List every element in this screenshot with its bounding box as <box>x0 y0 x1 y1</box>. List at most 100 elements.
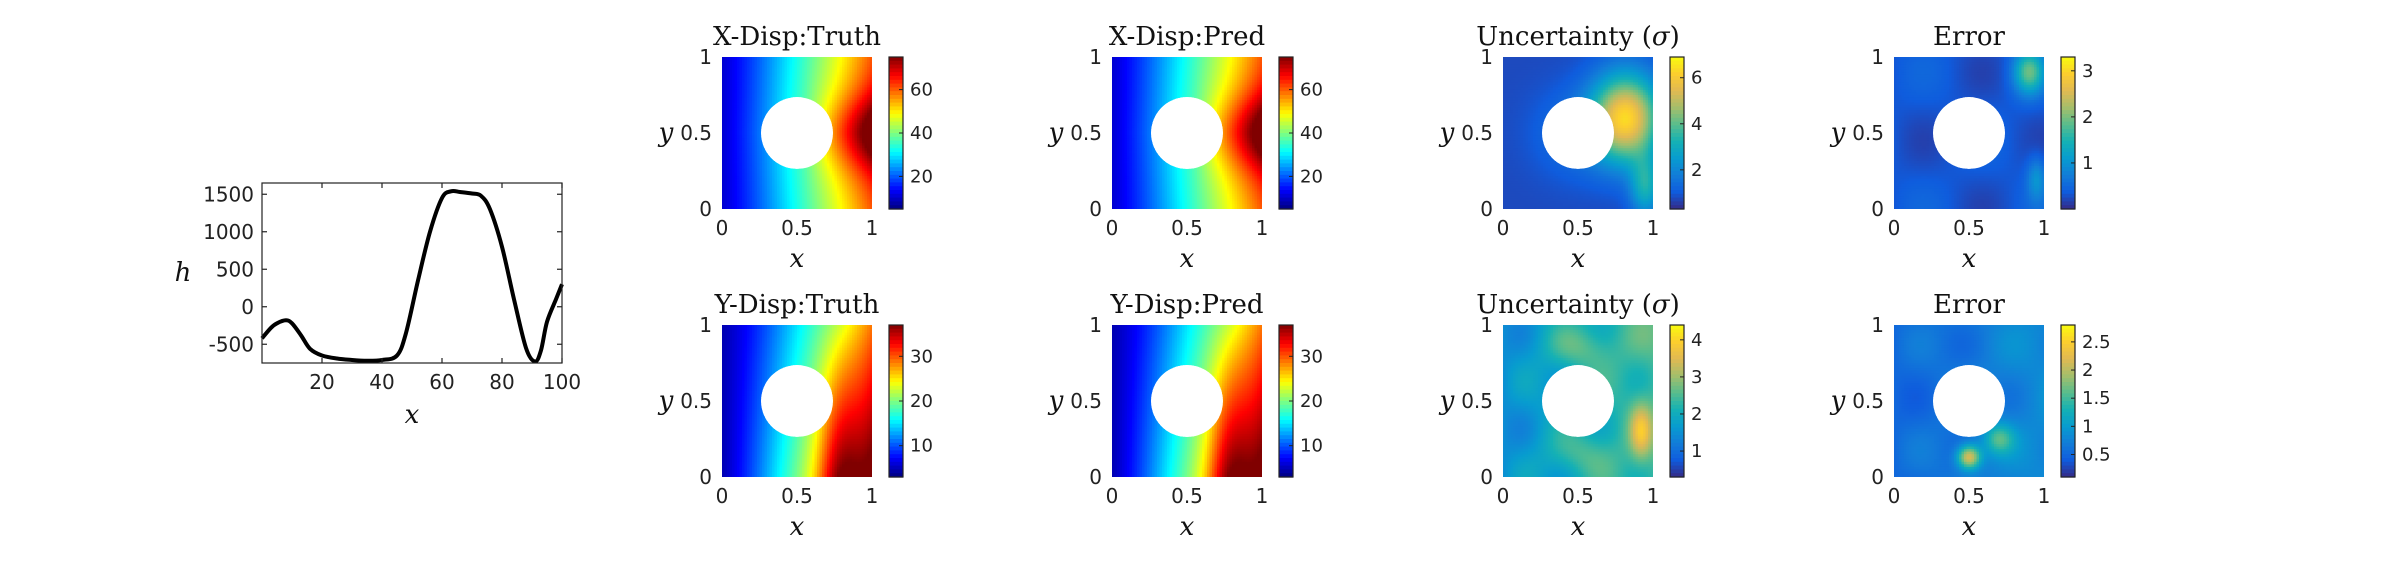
line-ytick-label: 0 <box>241 295 254 319</box>
line-xtick-label: 60 <box>429 370 454 394</box>
colorbar-tick-label: 40 <box>910 123 933 144</box>
heatmap-image <box>1894 57 2044 209</box>
colorbar-tick-label: 10 <box>910 436 933 457</box>
heatmap-title: Error <box>1933 22 2005 52</box>
heatmap-xtick-label: 0.5 <box>781 484 813 508</box>
line-ytick-label: 500 <box>216 257 254 281</box>
colorbar-tick-label: 60 <box>910 80 933 101</box>
heatmap-xtick-label: 1 <box>2038 216 2051 240</box>
heatmap-ylabel: y <box>1048 118 1064 148</box>
line-xtick-label: 40 <box>369 370 394 394</box>
colorbar-tick-label: 3 <box>2082 61 2093 82</box>
heatmap-ylabel: y <box>1439 386 1455 416</box>
colorbar-tick-label: 2 <box>1691 160 1702 181</box>
heatmap-title: Uncertainty (σ) <box>1476 22 1680 52</box>
heatmap-ytick-label: 0 <box>1089 197 1102 221</box>
heatmap-title: Error <box>1933 290 2005 320</box>
heatmap-xlabel: x <box>790 512 805 542</box>
heatmap-title: X-Disp:Pred <box>1109 22 1265 52</box>
line-xtick-label: 100 <box>543 370 581 394</box>
colorbar-tick-label: 2 <box>2082 107 2093 128</box>
heatmap-ytick-label: 1 <box>1871 45 1884 69</box>
colorbar-tick-label: 30 <box>910 346 933 367</box>
heatmap-ytick-label: 0.5 <box>1070 121 1102 145</box>
heatmap-xtick-label: 1 <box>866 484 879 508</box>
heatmap-xlabel: x <box>790 244 805 274</box>
heatmap-image <box>1503 325 1653 477</box>
heatmap-ytick-label: 0.5 <box>1852 389 1884 413</box>
line-ytick-label: -500 <box>209 332 254 356</box>
colorbar-tick-label: 2 <box>2082 360 2093 381</box>
heatmap-xtick-label: 0 <box>1497 216 1510 240</box>
heatmap-ytick-label: 0.5 <box>1852 121 1884 145</box>
heatmap-xtick-label: 0.5 <box>1171 484 1203 508</box>
heatmap-ytick-label: 1 <box>1480 313 1493 337</box>
line-ytick-label: 1500 <box>203 182 254 206</box>
colorbar-tick-label: 1.5 <box>2082 388 2111 409</box>
line-series-0 <box>260 188 564 364</box>
heatmap-xlabel: x <box>1571 244 1586 274</box>
colorbar-tick-label: 4 <box>1691 330 1702 351</box>
heatmap-ytick-label: 0.5 <box>1461 121 1493 145</box>
colorbar-tick-label: 1 <box>2082 416 2093 437</box>
heatmap-panel-4: 0 0.5 1 0 0.5 1 x y 1 2 3 <box>1830 45 2094 274</box>
heatmap-ytick-label: 1 <box>699 45 712 69</box>
colorbar-tick-label: 20 <box>1300 166 1323 187</box>
heatmap-ytick-label: 0 <box>1871 197 1884 221</box>
colorbar: 0.5 1 1.5 2 2.5 <box>2060 324 2111 478</box>
heatmap-xtick-label: 0.5 <box>1562 216 1594 240</box>
colorbar-tick-label: 20 <box>910 391 933 412</box>
heatmap-xtick-label: 0.5 <box>1562 484 1594 508</box>
heatmap-xtick-label: 0 <box>1497 484 1510 508</box>
colorbar: 1 2 3 4 <box>1669 324 1702 478</box>
line-xtick-label: 80 <box>489 370 514 394</box>
heatmap-xtick-label: 1 <box>1647 484 1660 508</box>
heatmap-xlabel: x <box>1962 244 1977 274</box>
heatmap-xtick-label: 0 <box>1106 484 1119 508</box>
heatmap-ytick-label: 1 <box>1480 45 1493 69</box>
heatmap-ylabel: y <box>1439 118 1455 148</box>
line-chart: 20 40 60 80 100 -500 0 500 1000 1500 x h <box>175 182 581 430</box>
heatmap-image <box>722 57 872 209</box>
heatmap-xtick-label: 0.5 <box>1953 484 1985 508</box>
heatmap-ytick-label: 0.5 <box>1461 389 1493 413</box>
heatmap-xtick-label: 0.5 <box>1171 216 1203 240</box>
heatmap-ytick-label: 1 <box>1089 45 1102 69</box>
heatmap-xtick-label: 0.5 <box>781 216 813 240</box>
line-chart-frame <box>261 182 563 364</box>
colorbar: 1 2 3 <box>2060 56 2093 210</box>
line-xtick-label: 20 <box>309 370 334 394</box>
colorbar-tick-label: 0.5 <box>2082 444 2111 465</box>
heatmap-xtick-label: 1 <box>1256 216 1269 240</box>
heatmap-ylabel: y <box>1048 386 1064 416</box>
heatmap-xlabel: x <box>1571 512 1586 542</box>
colorbar: 20 40 60 <box>888 56 933 210</box>
colorbar-tick-label: 10 <box>1300 436 1323 457</box>
line-ytick-label: 1000 <box>203 220 254 244</box>
heatmap-xlabel: x <box>1962 512 1977 542</box>
colorbar-tick-label: 2 <box>1691 404 1702 425</box>
heatmap-xtick-label: 0 <box>1888 216 1901 240</box>
heatmap-xtick-label: 1 <box>866 216 879 240</box>
heatmap-xtick-label: 0 <box>1106 216 1119 240</box>
heatmap-image <box>1503 57 1653 209</box>
heatmap-ylabel: y <box>658 386 674 416</box>
colorbar-tick-label: 20 <box>910 166 933 187</box>
heatmap-ylabel: y <box>658 118 674 148</box>
heatmap-xtick-label: 1 <box>1256 484 1269 508</box>
heatmap-xtick-label: 0 <box>716 216 729 240</box>
heatmap-ytick-label: 0 <box>699 465 712 489</box>
heatmap-ytick-label: 0.5 <box>680 389 712 413</box>
heatmap-ylabel: y <box>1830 118 1846 148</box>
colorbar: 20 40 60 <box>1278 56 1323 210</box>
heatmap-panel-7: 0 0.5 1 0 0.5 1 x y 1 2 3 4 <box>1439 313 1703 542</box>
heatmap-ytick-label: 0 <box>1480 197 1493 221</box>
heatmap-xtick-label: 1 <box>1647 216 1660 240</box>
heatmap-ytick-label: 1 <box>1871 313 1884 337</box>
colorbar-tick-label: 20 <box>1300 391 1323 412</box>
colorbar-tick-label: 60 <box>1300 80 1323 101</box>
heatmap-title: X-Disp:Truth <box>713 22 881 52</box>
